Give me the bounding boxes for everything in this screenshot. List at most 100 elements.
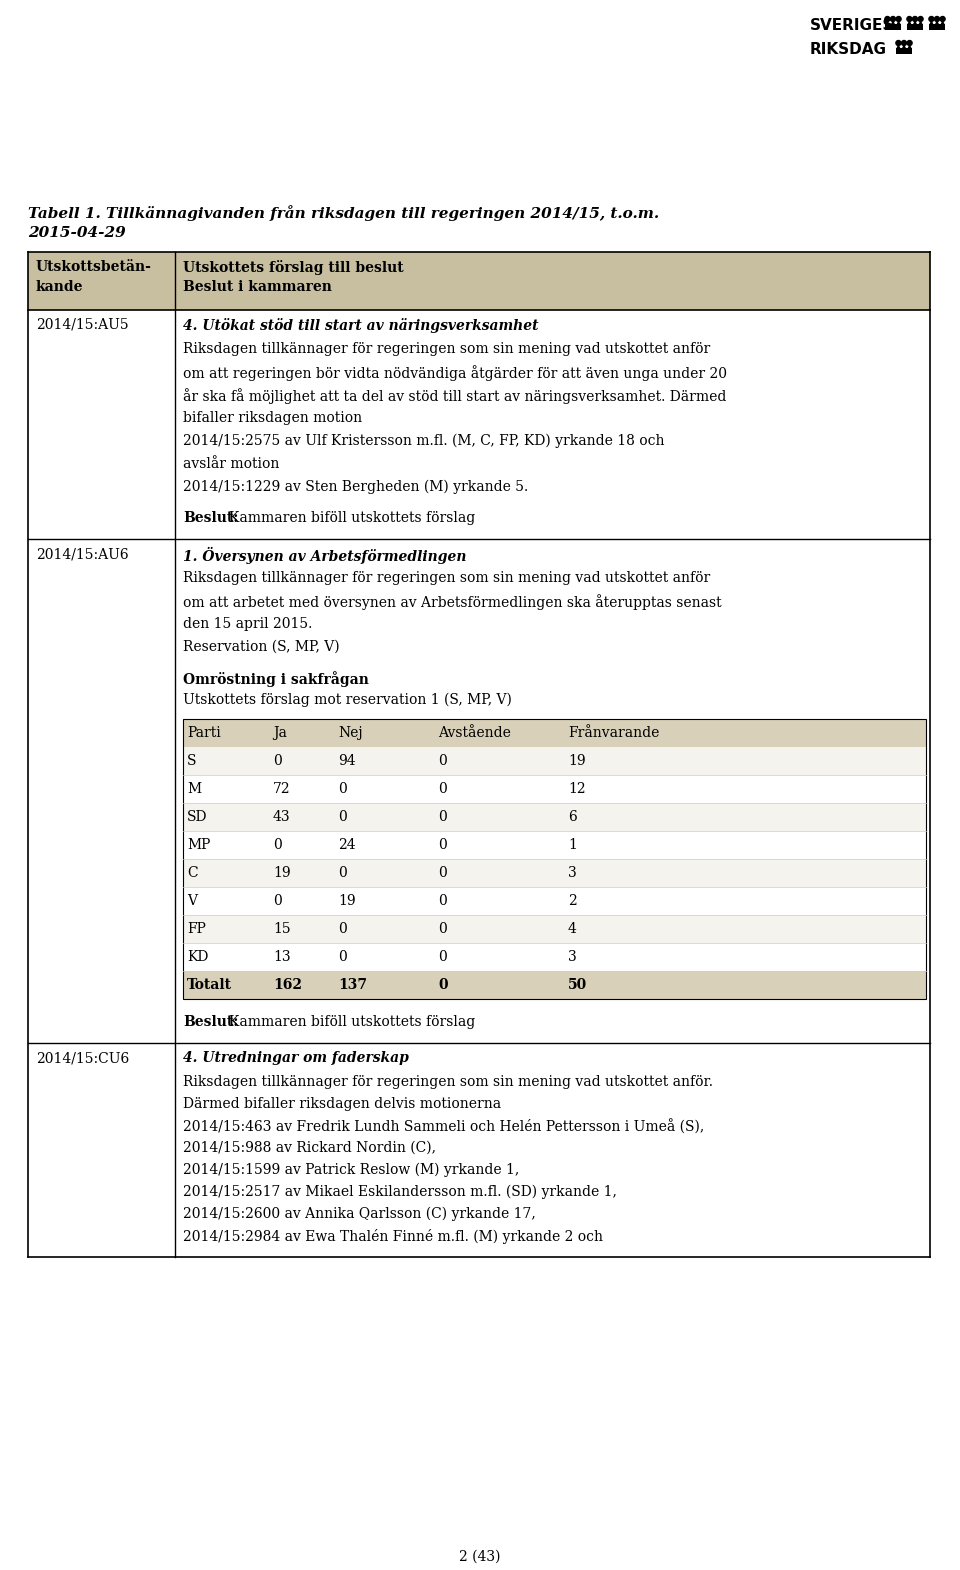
Circle shape [896, 41, 900, 46]
Circle shape [913, 17, 918, 22]
Text: Avstående: Avstående [438, 725, 511, 739]
Text: 94: 94 [338, 754, 355, 768]
Text: 2014/15:AU5: 2014/15:AU5 [36, 319, 129, 331]
Text: 0: 0 [438, 950, 446, 964]
Text: Omröstning i sakfrågan: Omröstning i sakfrågan [183, 670, 369, 688]
Bar [28, 253, 930, 309]
Bar [183, 859, 926, 887]
Text: 2014/15:CU6: 2014/15:CU6 [36, 1050, 130, 1064]
Circle shape [907, 41, 912, 46]
Text: Utskottets förslag mot reservation 1 (S, MP, V): Utskottets förslag mot reservation 1 (S,… [183, 692, 512, 708]
Text: 0: 0 [438, 838, 446, 853]
Text: RIKSDAG: RIKSDAG [810, 42, 887, 57]
Text: 2 (43): 2 (43) [459, 1550, 501, 1564]
Circle shape [896, 17, 901, 22]
Text: FP: FP [187, 922, 205, 936]
Text: 162: 162 [273, 978, 302, 992]
Circle shape [885, 17, 890, 22]
Circle shape [891, 17, 896, 22]
Bar [183, 970, 926, 999]
Text: 19: 19 [568, 754, 586, 768]
Text: 2014/15:AU6: 2014/15:AU6 [36, 546, 129, 560]
Text: 6: 6 [568, 810, 577, 824]
Polygon shape [902, 44, 906, 49]
Bar [183, 747, 926, 776]
Text: 0: 0 [438, 893, 446, 907]
Bar [183, 915, 926, 944]
Text: 2014/15:2600 av Annika Qarlsson (C) yrkande 17,: 2014/15:2600 av Annika Qarlsson (C) yrka… [183, 1207, 536, 1221]
Text: 2014/15:2984 av Ewa Thalén Finné m.fl. (M) yrkande 2 och: 2014/15:2984 av Ewa Thalén Finné m.fl. (… [183, 1229, 603, 1243]
Text: Riksdagen tillkännager för regeringen som sin mening vad utskottet anför.: Riksdagen tillkännager för regeringen so… [183, 1075, 713, 1090]
Bar [885, 24, 901, 30]
Text: Beslut:: Beslut: [183, 510, 238, 524]
Text: 0: 0 [273, 754, 281, 768]
Text: kande: kande [36, 279, 84, 294]
Text: 0: 0 [338, 950, 347, 964]
Text: 19: 19 [338, 893, 355, 907]
Text: S: S [187, 754, 197, 768]
Text: 137: 137 [338, 978, 367, 992]
Text: Tabell 1. Tillkännagivanden från riksdagen till regeringen 2014/15, t.o.m.: Tabell 1. Tillkännagivanden från riksdag… [28, 206, 660, 221]
Bar [907, 24, 923, 30]
Text: 2014/15:2517 av Mikael Eskilandersson m.fl. (SD) yrkande 1,: 2014/15:2517 av Mikael Eskilandersson m.… [183, 1185, 617, 1199]
Text: 0: 0 [438, 978, 447, 992]
Text: 1: 1 [568, 838, 577, 853]
Text: 4. Utökat stöd till start av näringsverksamhet: 4. Utökat stöd till start av näringsverk… [183, 319, 539, 333]
Polygon shape [907, 20, 911, 24]
Text: 2: 2 [568, 893, 577, 907]
Text: Utskottsbetän-: Utskottsbetän- [36, 261, 152, 275]
Text: 0: 0 [338, 782, 347, 796]
Circle shape [929, 17, 934, 22]
Text: 2014/15:1229 av Sten Bergheden (M) yrkande 5.: 2014/15:1229 av Sten Bergheden (M) yrkan… [183, 480, 528, 495]
Text: M: M [187, 782, 202, 796]
Text: 2014/15:988 av Rickard Nordin (C),: 2014/15:988 av Rickard Nordin (C), [183, 1141, 436, 1156]
Bar [183, 831, 926, 859]
Bar [183, 719, 926, 999]
Bar [183, 944, 926, 970]
Text: 3: 3 [568, 867, 577, 881]
Text: den 15 april 2015.: den 15 april 2015. [183, 617, 312, 631]
Bar [183, 776, 926, 802]
Polygon shape [919, 20, 923, 24]
Text: 15: 15 [273, 922, 291, 936]
Text: Reservation (S, MP, V): Reservation (S, MP, V) [183, 641, 340, 655]
Text: Parti: Parti [187, 725, 221, 739]
Text: MP: MP [187, 838, 210, 853]
Text: 0: 0 [273, 838, 281, 853]
Text: Ja: Ja [273, 725, 287, 739]
Text: 2014/15:1599 av Patrick Reslow (M) yrkande 1,: 2014/15:1599 av Patrick Reslow (M) yrkan… [183, 1163, 519, 1178]
Text: 2014/15:2575 av Ulf Kristersson m.fl. (M, C, FP, KD) yrkande 18 och: 2014/15:2575 av Ulf Kristersson m.fl. (M… [183, 433, 664, 449]
Polygon shape [935, 20, 939, 24]
Polygon shape [891, 20, 895, 24]
Text: 0: 0 [438, 867, 446, 881]
Text: Beslut i kammaren: Beslut i kammaren [183, 279, 332, 294]
Text: Beslut:: Beslut: [183, 1014, 238, 1028]
Text: 0: 0 [338, 867, 347, 881]
Text: Totalt: Totalt [187, 978, 232, 992]
Text: om att arbetet med översynen av Arbetsförmedlingen ska återupptas senast: om att arbetet med översynen av Arbetsfö… [183, 593, 722, 609]
Text: 12: 12 [568, 782, 586, 796]
Text: om att regeringen bör vidta nödvändiga åtgärder för att även unga under 20: om att regeringen bör vidta nödvändiga å… [183, 364, 727, 382]
Text: 0: 0 [438, 782, 446, 796]
Text: SD: SD [187, 810, 207, 824]
Text: 50: 50 [568, 978, 588, 992]
Text: Kammaren biföll utskottets förslag: Kammaren biföll utskottets förslag [229, 1014, 475, 1028]
Text: 43: 43 [273, 810, 291, 824]
Text: Frånvarande: Frånvarande [568, 725, 660, 739]
Polygon shape [913, 20, 917, 24]
Text: Nej: Nej [338, 725, 363, 739]
Polygon shape [941, 20, 945, 24]
Text: 0: 0 [338, 810, 347, 824]
Polygon shape [897, 20, 900, 24]
Circle shape [934, 17, 940, 22]
Bar [183, 802, 926, 831]
Text: SVERIGES: SVERIGES [810, 17, 895, 33]
Text: avslår motion: avslår motion [183, 457, 279, 471]
Text: 1. Översynen av Arbetsförmedlingen: 1. Översynen av Arbetsförmedlingen [183, 546, 467, 564]
Text: 0: 0 [338, 922, 347, 936]
Polygon shape [929, 20, 933, 24]
Text: C: C [187, 867, 198, 881]
Text: 4. Utredningar om faderskap: 4. Utredningar om faderskap [183, 1050, 409, 1064]
Text: KD: KD [187, 950, 208, 964]
Text: Kammaren biföll utskottets förslag: Kammaren biföll utskottets förslag [229, 510, 475, 524]
